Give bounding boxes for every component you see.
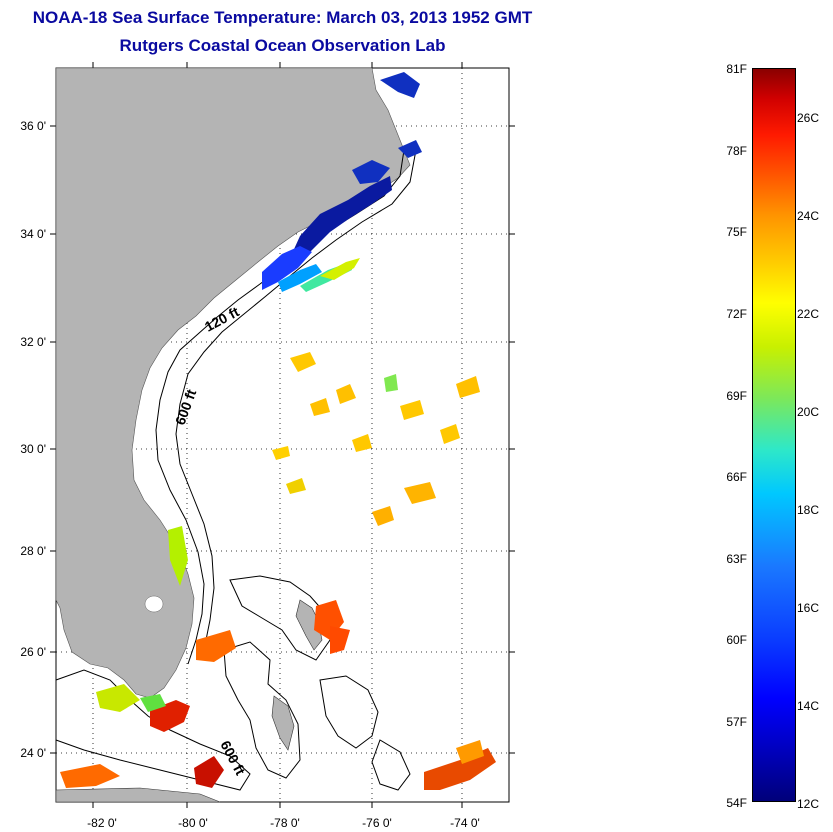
lat-label: 24 0' [20,746,46,760]
colorbar-c-label: 22C [797,307,820,321]
chart-title: NOAA-18 Sea Surface Temperature: March 0… [32,8,533,27]
lake [144,595,164,613]
lat-label: 32 0' [20,335,46,349]
colorbar-f-label: 72F [726,307,747,321]
colorbar-f-label: 69F [726,389,747,403]
island [55,787,221,803]
lon-label: -80 0' [178,816,208,830]
colorbar-c-label: 14C [797,699,820,713]
land-mass [55,67,411,699]
island [295,599,323,651]
colorbar-f-label: 66F [726,470,747,484]
lat-label: 30 0' [20,442,46,456]
colorbar-c-label: 26C [797,111,820,125]
lat-label: 28 0' [20,544,46,558]
lon-label: -74 0' [450,816,480,830]
sst-data [60,72,496,790]
lat-label: 34 0' [20,227,46,241]
colorbar-c-label: 18C [797,503,820,517]
chart-subtitle: Rutgers Coastal Ocean Observation Lab [119,36,446,55]
colorbar-c-label: 20C [797,405,820,419]
colorbar-f-label: 63F [726,552,747,566]
colorbar-c-label: 24C [797,209,820,223]
colorbar-f-label: 57F [726,715,747,729]
tick-marks [50,62,515,808]
island [271,695,295,751]
colorbar-f-label: 54F [726,796,747,810]
colorbar-f-label: 60F [726,633,747,647]
colorbar-c-label: 16C [797,601,820,615]
lat-label: 36 0' [20,119,46,133]
lat-label: 26 0' [20,645,46,659]
colorbar-f-label: 75F [726,225,747,239]
lon-label: -82 0' [87,816,117,830]
lon-label: -76 0' [362,816,392,830]
lon-label: -78 0' [270,816,300,830]
colorbar-f-label: 81F [726,62,747,76]
temperature-colorbar [752,68,796,802]
colorbar-c-label: 12C [797,797,820,811]
colorbar-f-label: 78F [726,144,747,158]
